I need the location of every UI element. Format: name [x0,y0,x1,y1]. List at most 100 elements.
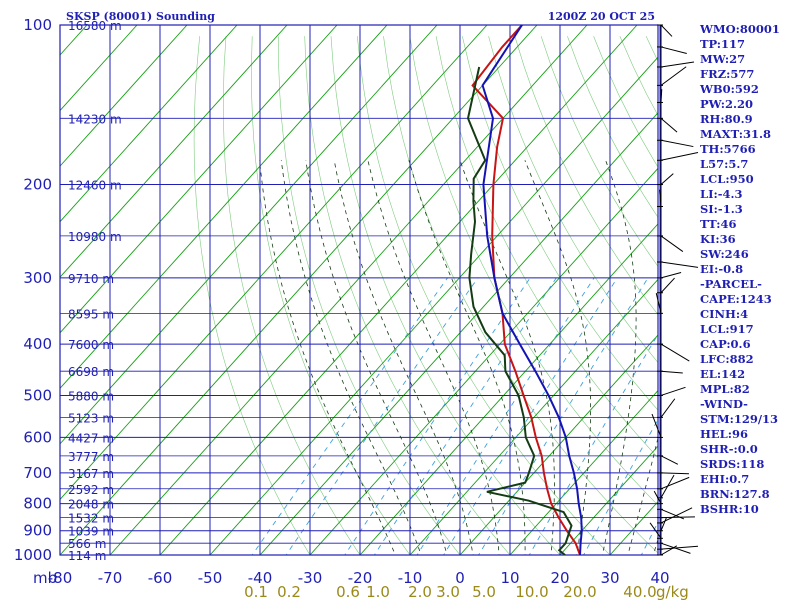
wind-barb [649,522,662,539]
isotherm-line [509,389,658,555]
height-label: 5123 m [68,411,114,425]
isotherm-line [209,56,658,555]
dry-adiabat [540,36,658,267]
mixing-ratio-label: 0.1 [244,583,268,600]
index-value: TP:117 [700,37,746,51]
wind-barb [660,61,695,68]
mixing-ratio-line [251,277,448,555]
x-tick-label: -10 [398,569,423,587]
index-value: L57:5.7 [700,157,749,171]
wind-barb [651,413,662,438]
index-value: STM:129/13 [700,412,779,426]
wind-barb [660,46,687,54]
index-value: BRN:127.8 [700,487,770,501]
x-tick-label: -50 [198,569,223,587]
wind-barb [660,455,679,465]
mixing-ratio-label: 20.0 [563,583,596,600]
grid [59,24,661,556]
height-label: 16580 m [68,19,122,33]
index-value: CAP:0.6 [700,337,751,351]
dry-adiabat [278,36,461,555]
x-unit-label: mb [33,569,57,587]
index-value: TH:5766 [700,142,756,156]
height-label: 2592 m [68,483,114,497]
isotherm-line [109,25,588,555]
mixing-ratio-line [583,418,658,555]
moist-adiabat [259,160,396,555]
index-value: SRDS:118 [700,457,765,471]
x-tick-label: -70 [98,569,123,587]
wind-barb [660,472,689,475]
pressure-tick-label: 800 [23,495,52,513]
isotherm-line [359,223,658,555]
height-label: 10980 m [68,230,122,244]
pressure-tick-label: 400 [23,335,52,353]
wind-barb [660,151,699,161]
height-label: 2048 m [68,498,114,512]
height-label: 7600 m [68,338,114,352]
mixing-ratio-line [478,277,649,555]
wind-barb [660,139,694,148]
dry-adiabat [462,36,658,411]
index-value: CAPE:1243 [700,292,772,306]
wind-barb [660,474,675,499]
series-line-2 [466,66,573,555]
pressure-tick-label: 1000 [14,546,52,564]
pressure-tick-label: 200 [23,176,52,194]
index-value: MPL:82 [700,382,750,396]
chart-time: 1200Z 20 OCT 25 [548,10,655,23]
series-line-3 [481,25,583,555]
mixing-ratio-line [416,277,595,555]
index-value: SI:-1.3 [700,202,743,216]
isotherm-line [60,25,238,223]
mixing-ratio-label: 1.0 [366,583,390,600]
pressure-tick-label: 700 [23,464,52,482]
height-label: 5880 m [68,389,114,403]
index-value: LCL:950 [700,172,754,186]
pressure-tick-label: 600 [23,428,52,446]
wind-barb [659,189,662,207]
index-value: SHR-:0.0 [700,442,758,456]
index-value: PW:2.20 [700,97,754,111]
moist-adiabat [305,160,448,555]
index-value: EHI:0.7 [700,472,750,486]
pressure-tick-label: 500 [23,386,52,404]
isotherm-line [60,25,438,445]
x-tick-label: 20 [550,569,569,587]
mixing-ratio-label: 3.0 [436,583,460,600]
moist-adiabat [601,160,637,555]
wind-barb [660,545,678,556]
index-value: WB0:592 [700,82,759,96]
mixing-ratio-line [640,521,658,555]
wind-barb [660,89,663,103]
index-value: KI:36 [700,232,736,246]
x-tick-label: -80 [48,569,73,587]
moist-adiabat [524,160,591,555]
height-label: 114 m [68,549,106,563]
isotherm-line [60,25,338,334]
isotherm-line [459,334,658,555]
index-value: LCL:917 [700,322,754,336]
wind-barb [660,173,674,185]
moist-adiabat [408,160,526,555]
moist-adiabat [627,436,658,555]
isotherm-line [60,25,388,390]
wind-barb [655,293,662,314]
mixing-ratio-label: 40.0 [623,583,656,600]
index-value: CINH:4 [700,307,749,321]
dry-adiabat [223,36,361,555]
index-value: EL:142 [700,367,746,381]
wind-barb [660,545,699,550]
index-value: TT:46 [700,217,737,231]
mixing-ratio-label: 5.0 [472,583,496,600]
dry-adiabat [435,36,658,459]
mixing-ratio-line [344,277,531,555]
dry-adiabat [383,36,658,554]
wind-barb [660,507,693,524]
mixing-ratio-line [373,277,557,555]
moist-adiabat [459,160,555,555]
wind-barb [660,24,673,37]
index-value: FRZ:577 [700,67,755,81]
height-label: 1039 m [68,525,114,539]
